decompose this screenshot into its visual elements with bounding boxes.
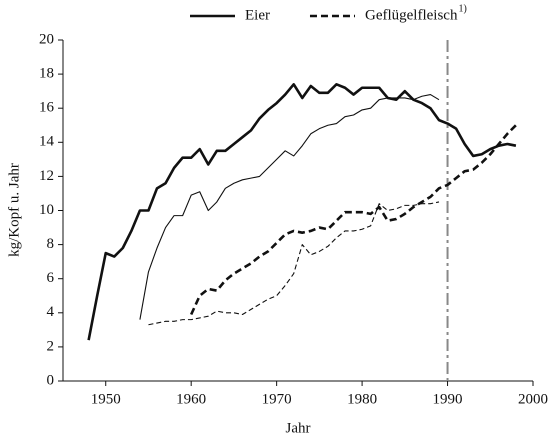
x-tick-label: 1960 bbox=[176, 391, 206, 407]
x-tick-label: 1970 bbox=[262, 391, 292, 407]
y-tick-label: 12 bbox=[39, 168, 54, 184]
y-tick-label: 10 bbox=[39, 202, 54, 218]
x-tick-label: 2000 bbox=[518, 391, 548, 407]
x-tick-label: 1950 bbox=[91, 391, 121, 407]
y-tick-label: 0 bbox=[47, 372, 55, 388]
x-axis-label: Jahr bbox=[286, 420, 311, 436]
y-tick-label: 18 bbox=[39, 66, 54, 82]
series-line bbox=[148, 201, 440, 326]
series-line bbox=[139, 94, 440, 320]
series-line bbox=[87, 83, 517, 341]
y-tick-label: 14 bbox=[39, 134, 55, 150]
y-tick-label: 8 bbox=[47, 236, 55, 252]
legend-label: Geflügelfleisch bbox=[365, 7, 458, 23]
legend-label: Eier bbox=[245, 7, 270, 23]
series-line bbox=[189, 124, 517, 316]
y-tick-label: 4 bbox=[47, 304, 55, 320]
legend-note: 1) bbox=[458, 3, 466, 14]
y-tick-label: 2 bbox=[47, 338, 55, 354]
y-tick-label: 16 bbox=[39, 100, 55, 116]
y-tick-label: 20 bbox=[39, 31, 54, 47]
y-tick-label: 6 bbox=[47, 270, 55, 286]
x-tick-label: 1980 bbox=[347, 391, 377, 407]
y-axis-label: kg/Kopf u. Jahr bbox=[6, 163, 22, 257]
x-tick-label: 1990 bbox=[433, 391, 463, 407]
